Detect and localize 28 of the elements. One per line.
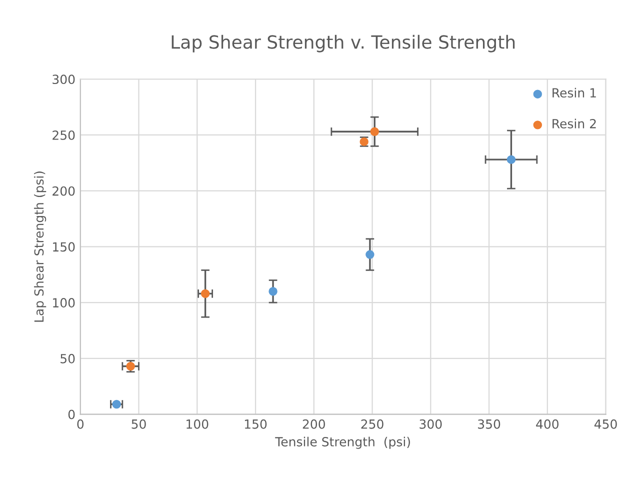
x-axis-title: Tensile Strength (psi) <box>275 436 410 449</box>
x-tick-label: 0 <box>77 419 84 429</box>
x-tick-label: 450 <box>594 419 617 429</box>
y-tick-label: 0 <box>68 410 75 420</box>
x-tick-label: 350 <box>478 419 500 429</box>
y-tick-label: 200 <box>52 186 75 196</box>
point <box>200 289 210 298</box>
legend-label: Resin 1 <box>552 88 596 98</box>
point <box>366 250 374 259</box>
point <box>506 155 516 164</box>
y-tick-label: 250 <box>52 130 75 140</box>
x-tick-label: 300 <box>420 419 442 429</box>
y-tick-label: 150 <box>53 242 75 252</box>
y-tick-label: 300 <box>52 74 75 84</box>
y-tick-label: 50 <box>60 354 75 364</box>
point <box>112 400 121 409</box>
y-axis-title: Lap Shear Strength (psi) <box>34 172 46 322</box>
y-tick-label: 100 <box>53 298 75 308</box>
x-tick-label: 200 <box>302 419 325 429</box>
point <box>268 287 278 296</box>
x-tick-label: 250 <box>361 419 384 429</box>
point <box>370 127 379 136</box>
x-tick-label: 50 <box>132 419 146 429</box>
legend-label: Resin 2 <box>552 118 596 128</box>
x-tick-label: 100 <box>186 419 208 429</box>
x-tick-label: 400 <box>536 419 559 429</box>
x-tick-label: 150 <box>244 419 267 429</box>
chart-title: Lap Shear Strength v. Tensile Strength <box>172 34 515 52</box>
